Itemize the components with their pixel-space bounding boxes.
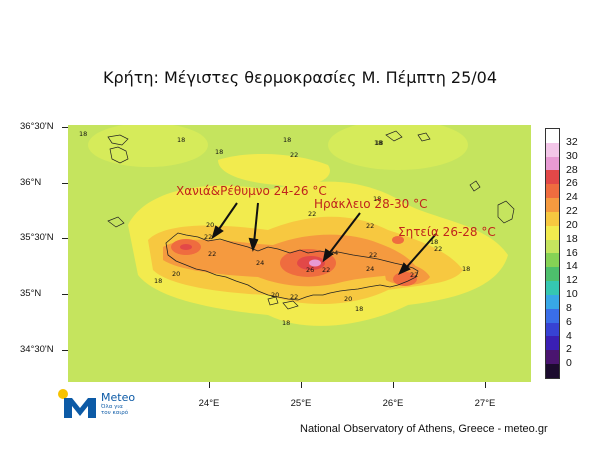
color-scale-swatch	[546, 198, 559, 212]
color-scale-label: 0	[566, 357, 572, 370]
lon-tick	[209, 382, 210, 388]
color-scale-swatch	[546, 129, 559, 143]
point-label: 18	[177, 136, 186, 144]
meteo-logo	[58, 384, 148, 420]
point-label: 18	[375, 139, 384, 147]
chania-rethymno-annotation: Χανιά&Ρέθυμνο 24-26 °C	[176, 184, 327, 198]
color-scale-swatch	[546, 267, 559, 282]
point-label: 18	[282, 319, 291, 327]
lat-tick	[62, 294, 68, 295]
color-scale-label: 8	[566, 301, 572, 314]
point-label: 18	[462, 265, 471, 273]
color-scale-swatch	[546, 253, 559, 268]
point-label: 20	[172, 270, 181, 278]
point-label: 22	[366, 222, 375, 230]
point-label: 18	[374, 139, 383, 147]
logo-name: Meteo	[101, 391, 136, 404]
color-scale-label: 14	[566, 260, 578, 273]
color-scale-label: 20	[566, 218, 578, 231]
temperature-field	[68, 125, 531, 382]
color-scale-label: 22	[566, 205, 578, 217]
color-scale-label: 2	[566, 343, 572, 356]
color-scale-swatch	[546, 225, 559, 240]
meteo-logo-icon	[58, 389, 96, 418]
color-scale-label: 32	[566, 135, 578, 148]
color-scale-bar	[545, 128, 560, 379]
point-label: 26	[306, 266, 315, 274]
color-scale-label: 24	[566, 191, 578, 204]
logo-tagline-line2: τον καιρό	[101, 410, 129, 416]
sitia-annotation: Σητεία 26-28 °C	[398, 225, 496, 239]
lat-label: 36°30'N	[20, 121, 54, 132]
point-label: 22	[434, 245, 443, 253]
point-label: 20	[206, 221, 215, 229]
color-scale-swatch	[546, 170, 559, 185]
lon-tick	[301, 382, 302, 388]
color-scale-swatch	[546, 322, 559, 337]
lat-label: 36°N	[20, 177, 42, 188]
lon-label: 25°E	[290, 398, 312, 409]
color-scale-label: 10	[566, 288, 578, 300]
color-scale-swatch	[546, 184, 559, 199]
logo-tagline: Όλα για τον καιρό	[101, 404, 128, 416]
point-label: 24	[330, 249, 339, 257]
color-scale-label: 18	[566, 232, 578, 245]
color-scale-label: 16	[566, 246, 578, 259]
point-label: 22	[369, 251, 378, 259]
point-label: 22	[308, 210, 317, 218]
point-label: 18	[373, 195, 382, 203]
point-label: 18	[283, 136, 292, 144]
map-title: Κρήτη: Μέγιστες θερμοκρασίες Μ. Πέμπτη 2…	[102, 68, 498, 87]
point-label: 22	[322, 266, 331, 274]
point-label: 24	[256, 259, 265, 267]
point-label: 20	[271, 291, 280, 299]
color-scale-swatch	[546, 294, 559, 309]
color-scale-swatch	[546, 239, 559, 254]
lon-tick	[485, 382, 486, 388]
lon-label: 27°E	[474, 398, 496, 409]
lat-tick	[62, 238, 68, 239]
credit-text: National Observatory of Athens, Greece -…	[300, 423, 548, 435]
point-label: 18	[79, 130, 88, 138]
lat-label: 35°N	[20, 288, 42, 299]
color-scale-label: 6	[566, 315, 572, 328]
color-scale-label: 26	[566, 177, 578, 190]
lat-label: 34°30'N	[20, 344, 54, 355]
color-scale-swatch	[546, 350, 559, 365]
lon-tick	[393, 382, 394, 388]
color-scale-label: 28	[566, 163, 578, 176]
lat-tick	[62, 350, 68, 351]
color-scale-swatch	[546, 336, 559, 351]
color-scale-label: 12	[566, 274, 578, 287]
point-label: 24	[366, 265, 375, 273]
point-label: 18	[355, 305, 364, 313]
lat-tick	[62, 183, 68, 184]
color-scale-swatch	[546, 142, 559, 157]
lon-label: 24°E	[198, 398, 220, 409]
heraklion-annotation: Ηράκλειο 28-30 °C	[314, 197, 428, 211]
temperature-map: 18 18 18 18 18 20 22 22 22 22 22 20 24 2…	[68, 125, 531, 382]
point-label: 22	[290, 151, 299, 159]
point-label: 18	[215, 148, 224, 156]
color-scale-label: 4	[566, 329, 572, 342]
lon-label: 26°E	[382, 398, 404, 409]
point-label: 20	[344, 295, 353, 303]
color-scale-swatch	[546, 211, 559, 226]
logo-tagline-line1: Όλα για	[101, 404, 123, 410]
color-scale-label: 30	[566, 149, 578, 162]
point-label: 22	[208, 250, 217, 258]
point-label: 22	[204, 233, 213, 241]
color-scale-swatch	[546, 281, 559, 295]
color-scale-swatch	[546, 364, 559, 378]
point-label: 18	[430, 238, 439, 246]
lat-tick	[62, 127, 68, 128]
point-label: 22	[290, 293, 299, 301]
color-scale-swatch	[546, 308, 559, 323]
color-scale-swatch	[546, 156, 559, 171]
point-label: 18	[154, 277, 163, 285]
lat-label: 35°30'N	[20, 232, 54, 243]
point-label: 22	[410, 271, 419, 279]
